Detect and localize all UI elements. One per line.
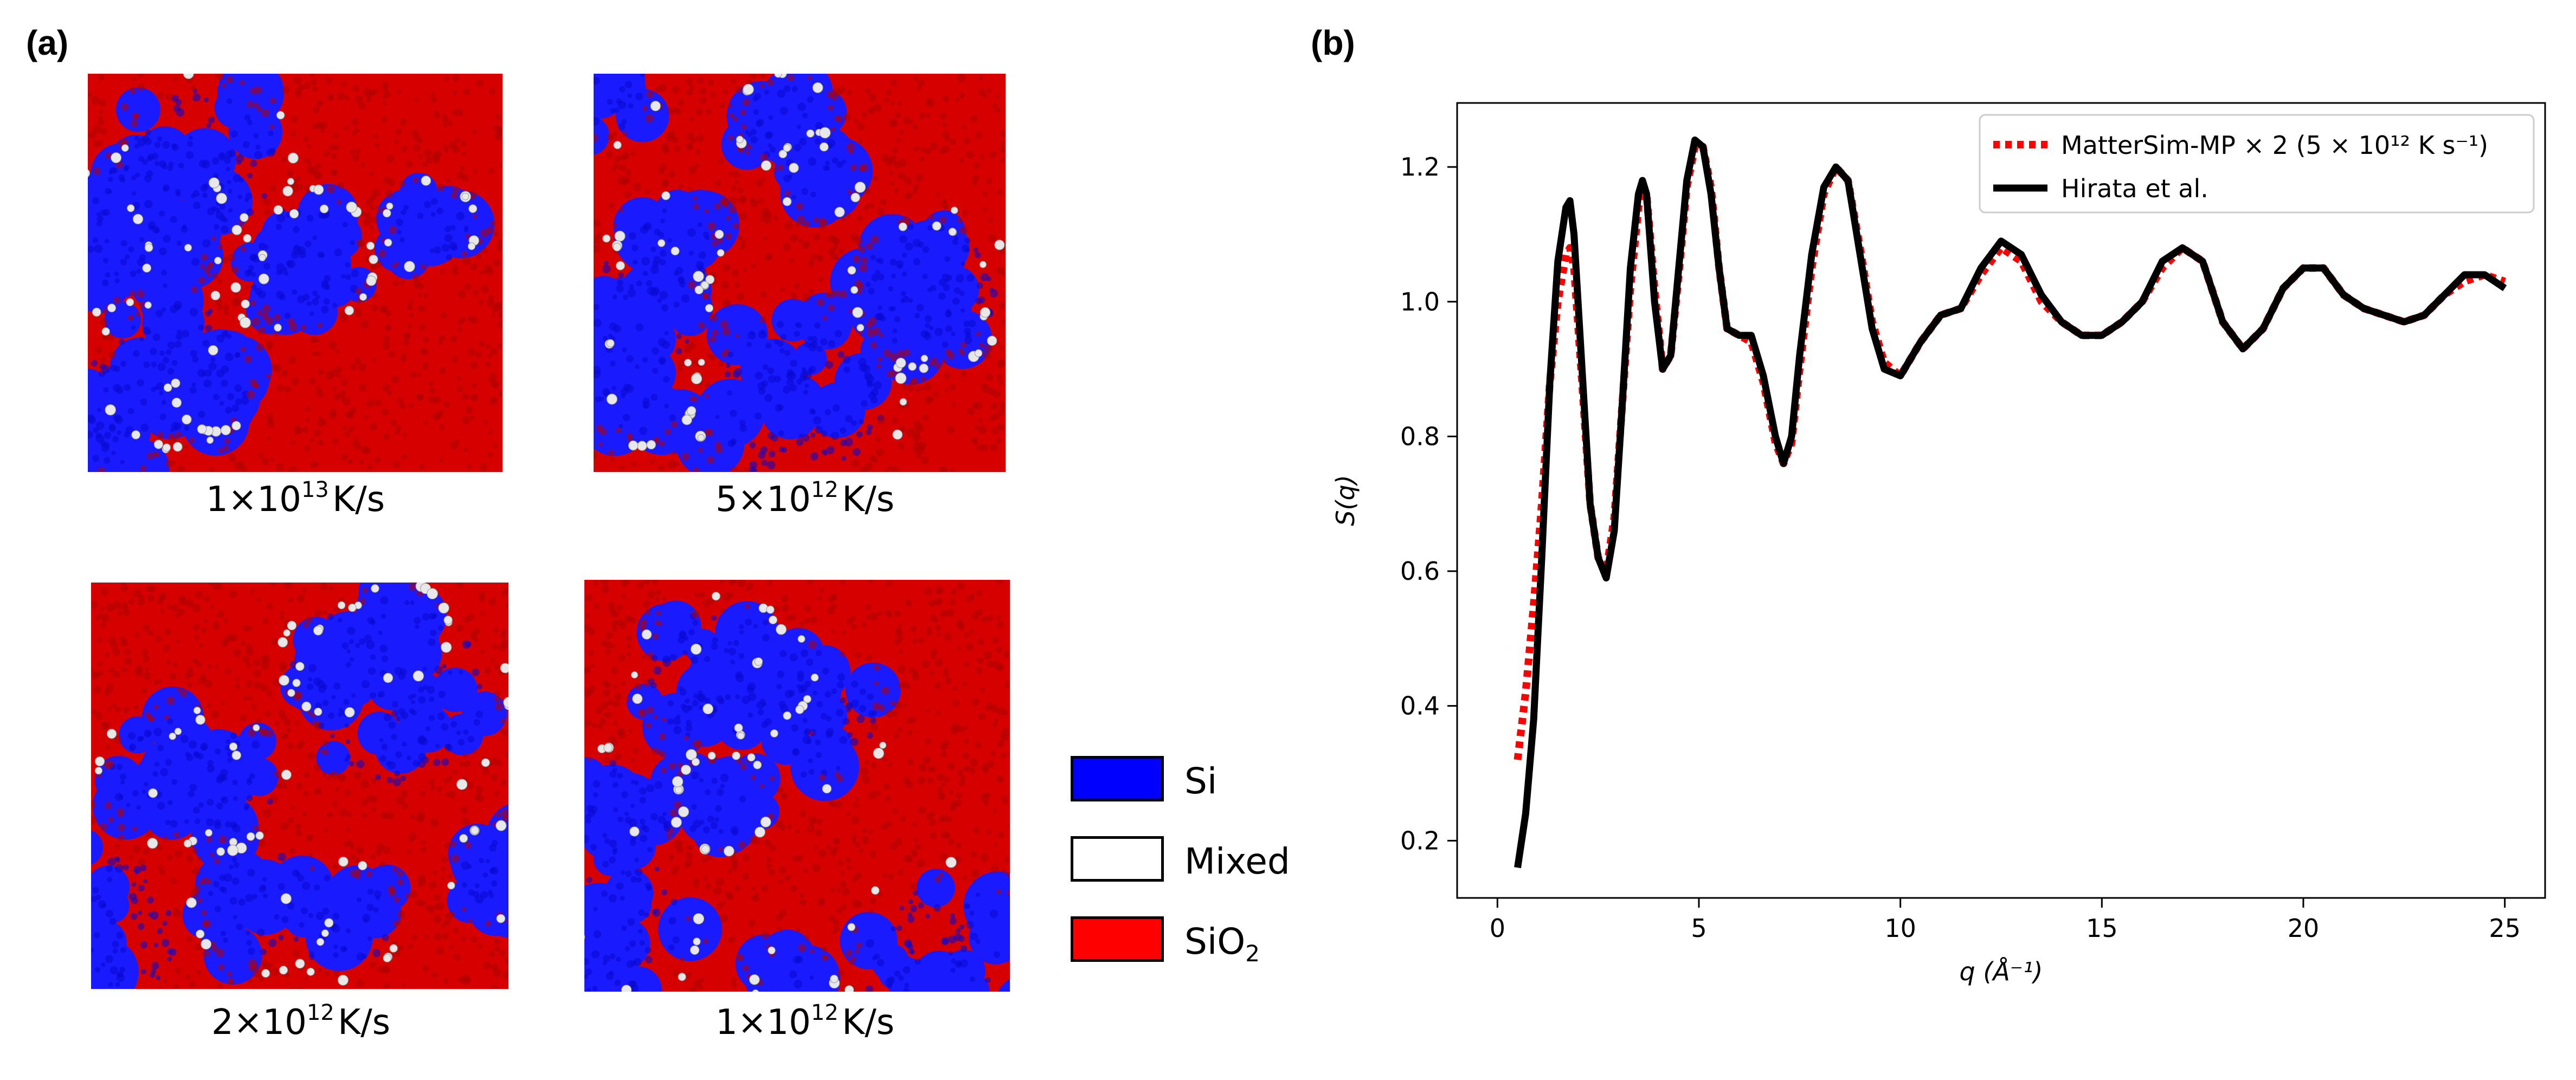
x-axis-label: q (Å⁻¹) bbox=[1960, 957, 2043, 986]
x-tick-label: 5 bbox=[1691, 914, 1706, 943]
series-line-hirata bbox=[1514, 136, 2507, 869]
legend-label-si: Si bbox=[1184, 760, 1218, 802]
plot-frame bbox=[1456, 102, 2546, 899]
legend-entry-1: Hirata et al. bbox=[2061, 174, 2208, 203]
y-tick-label: 0.2 bbox=[1400, 826, 1440, 855]
legend-item-si: Si bbox=[1071, 756, 1342, 805]
snapshot-1e13-graphic bbox=[88, 74, 503, 472]
panel-a-label: (a) bbox=[26, 23, 69, 62]
y-tick-label: 1.0 bbox=[1400, 287, 1440, 316]
snapshot-2e12 bbox=[91, 583, 508, 989]
legend-label-sio2: SiO2 bbox=[1184, 921, 1260, 967]
y-tick-label: 0.6 bbox=[1400, 557, 1440, 586]
caption-1e13-unit: K/s bbox=[332, 480, 385, 520]
particle-texture bbox=[91, 583, 508, 989]
caption-2e12: 2×1012 K/s bbox=[84, 1000, 518, 1043]
caption-5e12-base: 5×10 bbox=[716, 480, 811, 520]
caption-2e12-base: 2×10 bbox=[211, 1003, 307, 1043]
snapshot-5e12-graphic bbox=[594, 74, 1006, 472]
caption-1e12-unit: K/s bbox=[842, 1003, 894, 1043]
caption-5e12: 5×1012 K/s bbox=[588, 477, 1022, 520]
particle-texture bbox=[88, 74, 503, 472]
mixed-particles bbox=[94, 583, 508, 986]
x-tick-label: 0 bbox=[1490, 914, 1505, 943]
chart-legend bbox=[1979, 114, 2535, 214]
legend-entry-0: MatterSim-MP × 2 (5 × 10¹² K s⁻¹) bbox=[2061, 131, 2488, 160]
caption-5e12-unit: K/s bbox=[842, 480, 894, 520]
panel-b-label: (b) bbox=[1311, 23, 1355, 62]
caption-1e13: 1×1013 K/s bbox=[79, 477, 512, 520]
x-tick-label: 10 bbox=[1884, 914, 1916, 943]
legend-swatch-mixed bbox=[1071, 836, 1164, 882]
mixed-particles bbox=[602, 74, 1005, 451]
caption-1e13-exp: 13 bbox=[301, 477, 329, 502]
mixed-particles bbox=[584, 592, 957, 992]
x-tick-label: 25 bbox=[2489, 914, 2521, 943]
y-tick-label: 0.4 bbox=[1400, 691, 1440, 721]
snapshot-5e12 bbox=[594, 74, 1006, 472]
y-tick-label: 0.8 bbox=[1400, 422, 1440, 451]
snapshot-2e12-graphic bbox=[91, 583, 508, 989]
y-axis-label: S(q) bbox=[1331, 475, 1360, 526]
legend-item-mixed: Mixed bbox=[1071, 836, 1342, 885]
particle-texture bbox=[584, 580, 1010, 992]
x-tick-label: 15 bbox=[2086, 914, 2118, 943]
series-line-mattersim bbox=[1514, 143, 2506, 760]
caption-1e12-exp: 12 bbox=[810, 1000, 839, 1025]
x-tick-label: 20 bbox=[2288, 914, 2320, 943]
mixed-particles bbox=[88, 74, 479, 454]
particle-texture bbox=[594, 74, 1006, 472]
legend-swatch-sio2 bbox=[1071, 916, 1164, 962]
caption-1e13-base: 1×10 bbox=[206, 480, 301, 520]
legend-swatch-si bbox=[1071, 756, 1164, 801]
caption-1e12: 1×1012 K/s bbox=[588, 1000, 1022, 1043]
legend-label-mixed: Mixed bbox=[1184, 840, 1290, 882]
snapshot-1e13 bbox=[88, 74, 503, 472]
legend-item-sio2: SiO2 bbox=[1071, 916, 1342, 965]
caption-1e12-base: 1×10 bbox=[716, 1003, 811, 1043]
snapshot-1e12-graphic bbox=[584, 580, 1010, 992]
y-tick-label: 1.2 bbox=[1400, 152, 1440, 182]
caption-2e12-exp: 12 bbox=[306, 1000, 334, 1025]
snapshot-1e12 bbox=[584, 580, 1010, 992]
caption-5e12-exp: 12 bbox=[810, 477, 839, 502]
caption-2e12-unit: K/s bbox=[338, 1003, 390, 1043]
